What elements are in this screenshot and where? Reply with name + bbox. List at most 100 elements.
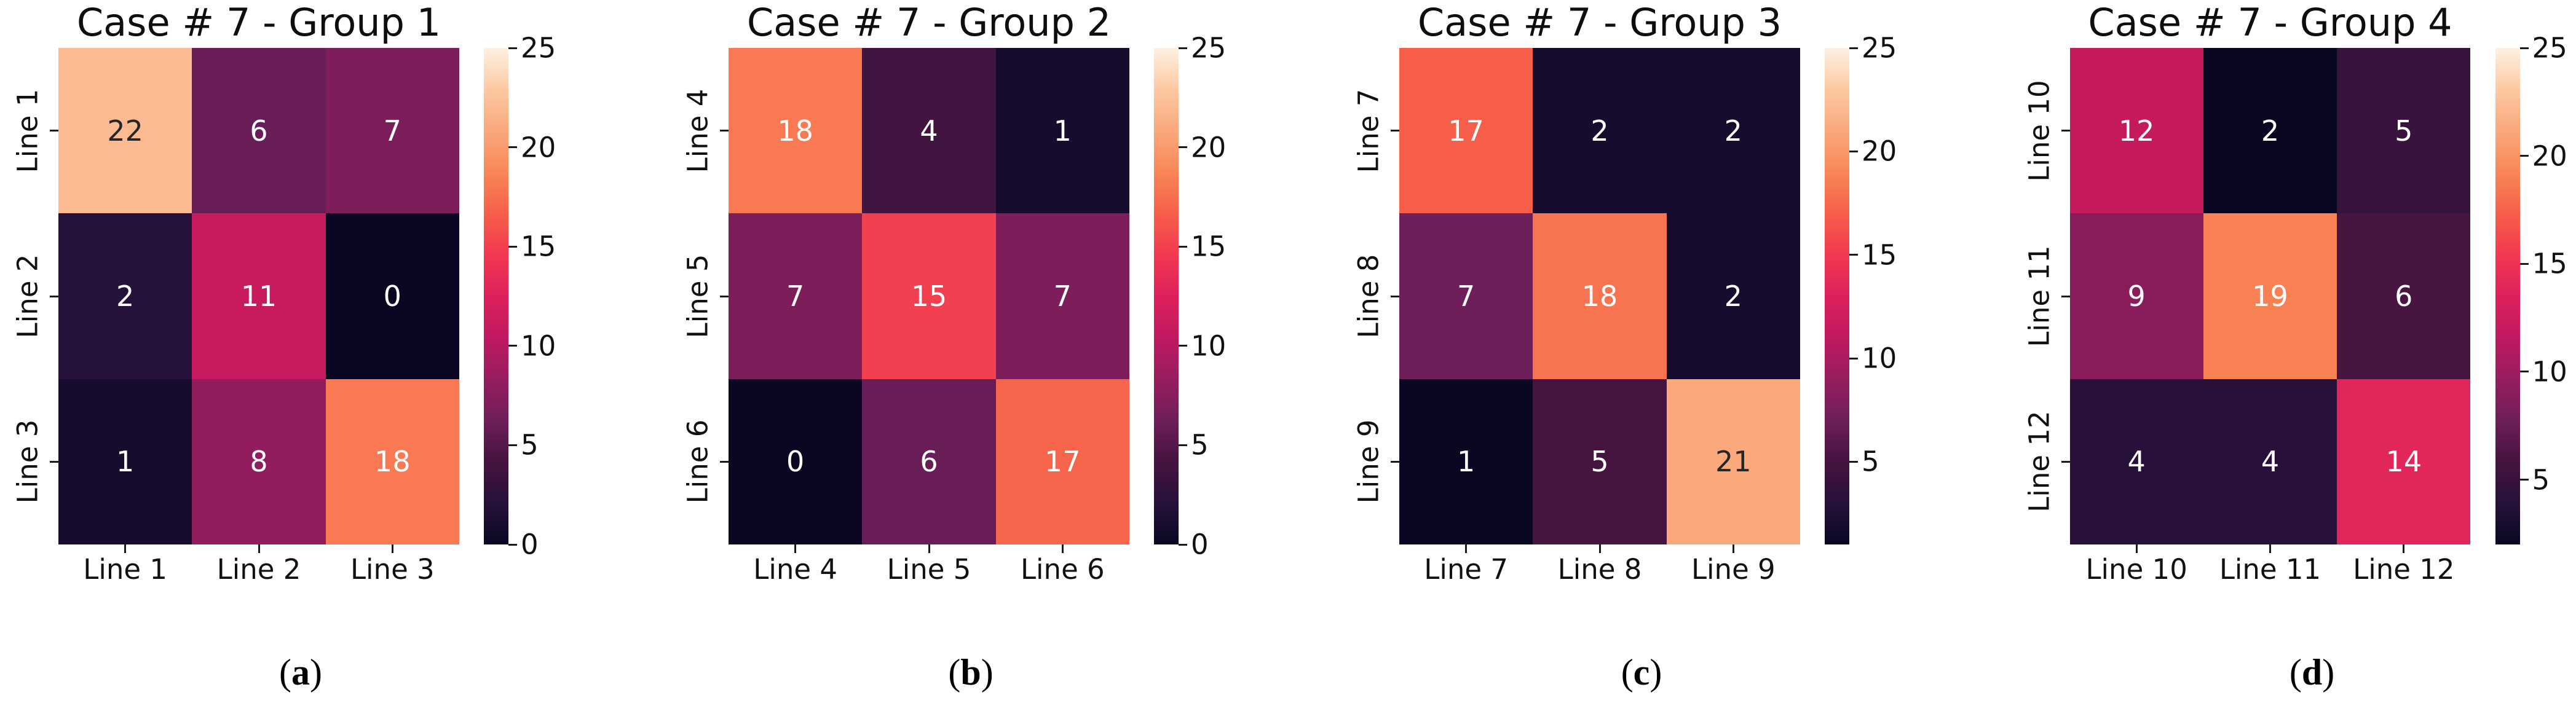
heatmap-cell: 11 (192, 213, 326, 379)
colorbar-tick-label: 20 (521, 131, 556, 164)
y-axis-label: Line 3 (11, 419, 44, 504)
cell-value: 17 (1045, 445, 1081, 479)
panel-caption: (b) (948, 651, 993, 694)
caption-letter: b (960, 652, 981, 693)
heatmap-grid: 17 2 2 7 18 2 1 5 21 (1399, 48, 1800, 544)
heatmap-cell: 2 (1666, 213, 1800, 379)
cell-value: 6 (2395, 279, 2413, 313)
y-axis-label: Line 6 (681, 419, 714, 504)
x-axis-label: Line 4 (753, 553, 838, 586)
heatmap-cell: 21 (1666, 379, 1800, 544)
heatmap-cell: 8 (192, 379, 326, 544)
caption-close-paren: ) (981, 652, 994, 693)
y-axis-tick (2061, 460, 2070, 463)
colorbar-gradient (1154, 48, 1179, 544)
heatmap-cell: 7 (729, 213, 863, 379)
colorbar-tick-label: 15 (521, 230, 556, 263)
colorbar-tick (508, 444, 517, 446)
heatmap-panel-c: Case # 7 - Group 3 17 2 2 7 18 2 1 5 21 (c) Line… (1288, 0, 1932, 711)
cell-value: 1 (116, 445, 135, 479)
y-axis-label: Line 10 (2023, 79, 2055, 182)
x-axis-tick (794, 544, 797, 553)
heatmap-cell: 7 (995, 213, 1129, 379)
colorbar-tick-label: 5 (2532, 463, 2550, 497)
cell-value: 14 (2385, 445, 2422, 479)
y-axis-tick (1391, 295, 1399, 297)
x-axis-label: Line 1 (83, 553, 168, 586)
x-axis-label: Line 8 (1557, 553, 1642, 586)
colorbar-tick-label: 25 (2532, 31, 2567, 65)
y-axis-tick (50, 295, 58, 297)
heatmap-grid: 18 4 1 7 15 7 0 6 17 (729, 48, 1129, 544)
x-axis-label: Line 7 (1424, 553, 1509, 586)
cell-value: 22 (107, 114, 143, 147)
colorbar-tick (508, 345, 517, 347)
x-axis-tick (391, 544, 393, 553)
heatmap-cell: 0 (325, 213, 459, 379)
colorbar-tick-label: 25 (1862, 31, 1897, 65)
heatmap-cell: 1 (1399, 379, 1533, 544)
panel-title: Case # 7 - Group 1 (76, 0, 441, 45)
y-axis-label: Line 5 (681, 254, 714, 339)
colorbar-tick-label: 0 (1191, 528, 1209, 561)
heatmap-cell: 19 (2203, 213, 2337, 379)
colorbar-tick-label: 10 (1191, 329, 1227, 363)
heatmap-cell: 0 (729, 379, 863, 544)
cell-value: 2 (116, 279, 135, 313)
panel-title: Case # 7 - Group 2 (746, 0, 1112, 45)
colorbar-tick (1179, 245, 1187, 248)
y-axis-label: Line 7 (1352, 88, 1385, 173)
heatmap-cell: 4 (2203, 379, 2337, 544)
panel-caption: (a) (279, 651, 322, 694)
colorbar-gradient (2495, 48, 2520, 544)
colorbar-tick (2519, 155, 2529, 157)
caption-letter: d (2301, 652, 2323, 693)
x-axis-label: Line 9 (1691, 553, 1776, 586)
caption-open-paren: ( (2289, 652, 2302, 693)
cell-value: 1 (1457, 445, 1476, 479)
x-axis-label: Line 2 (216, 553, 301, 586)
cell-value: 1 (1053, 114, 1072, 147)
x-axis-label: Line 6 (1020, 553, 1105, 586)
x-axis-label: Line 3 (350, 553, 435, 586)
caption-close-paren: ) (1650, 652, 1662, 693)
panel-caption: (d) (2290, 651, 2334, 694)
y-axis-label: Line 4 (681, 88, 714, 173)
y-axis-tick (1391, 130, 1399, 132)
x-axis-label: Line 11 (2219, 553, 2321, 586)
heatmap-cell: 6 (192, 48, 326, 214)
colorbar-tick-label: 20 (1191, 131, 1227, 164)
cell-value: 8 (250, 445, 268, 479)
x-axis-tick (258, 544, 260, 553)
cell-value: 7 (786, 279, 805, 313)
heatmap-cell: 7 (325, 48, 459, 214)
colorbar-tick (1849, 150, 1858, 152)
cell-value: 2 (2261, 114, 2280, 147)
heatmap-cell: 2 (1533, 48, 1667, 214)
heatmap-cell: 17 (1399, 48, 1533, 214)
heatmap-cell: 15 (862, 213, 996, 379)
heatmap-cell: 2 (58, 213, 192, 379)
cell-value: 4 (2261, 445, 2280, 479)
heatmap-cell: 6 (862, 379, 996, 544)
colorbar-tick-label: 10 (1862, 342, 1897, 375)
cell-value: 11 (240, 279, 277, 313)
colorbar-tick-label: 25 (521, 31, 556, 65)
y-axis-tick (720, 130, 729, 132)
heatmap-cell: 5 (1533, 379, 1667, 544)
cell-value: 18 (1581, 279, 1618, 313)
heatmap-cell: 4 (862, 48, 996, 214)
cell-value: 9 (2127, 279, 2146, 313)
heatmap-cell: 2 (1666, 48, 1800, 214)
caption-open-paren: ( (948, 652, 961, 693)
heatmap-cell: 12 (2069, 48, 2203, 214)
caption-letter: c (1633, 652, 1650, 693)
panel-title: Case # 7 - Group 4 (2088, 0, 2452, 45)
heatmap-grid: 22 6 7 2 11 0 1 8 18 (58, 48, 459, 544)
colorbar-tick (2519, 371, 2529, 373)
heatmap-cell: 2 (2203, 48, 2337, 214)
y-axis-tick (50, 460, 58, 463)
cell-value: 19 (2252, 279, 2288, 313)
x-axis-tick (1061, 544, 1064, 553)
